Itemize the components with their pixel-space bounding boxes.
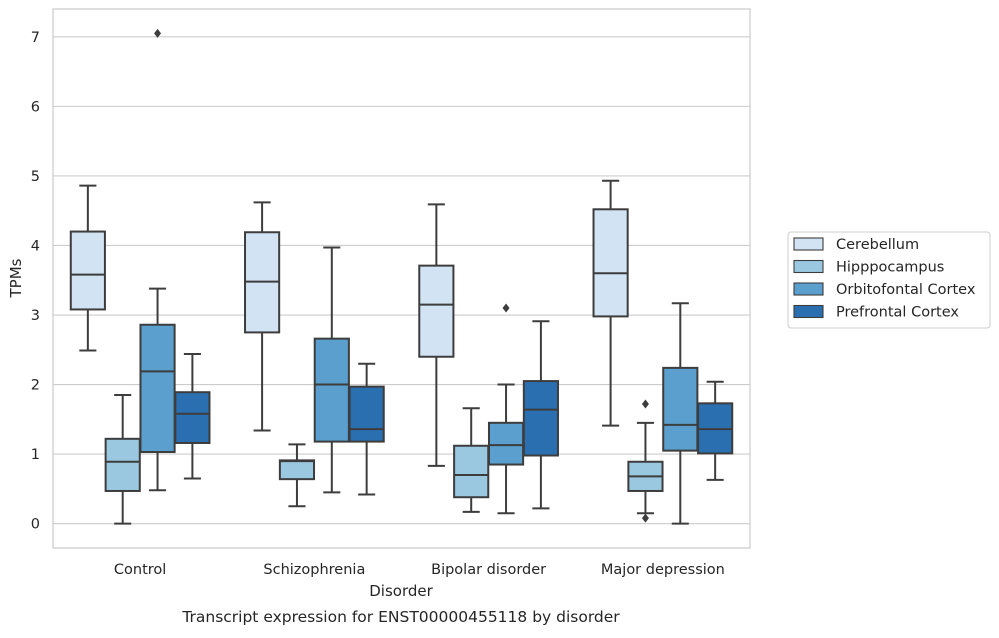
box-1-3 bbox=[139, 28, 176, 492]
box-iqr bbox=[522, 380, 559, 457]
y-axis-label: TPMs bbox=[7, 258, 25, 298]
legend: Cerebellum Hipppocampus Orbitofontal Corte… bbox=[787, 231, 991, 329]
legend-frame bbox=[787, 231, 991, 329]
box-iqr bbox=[662, 366, 699, 452]
box-iqr bbox=[592, 208, 629, 318]
box-2-2 bbox=[278, 443, 316, 508]
legend-swatch bbox=[793, 282, 824, 296]
box-iqr bbox=[453, 444, 490, 499]
y-tick-label: 2 bbox=[31, 378, 40, 394]
box-iqr bbox=[69, 230, 106, 311]
plot-area bbox=[53, 9, 750, 548]
box-4-1 bbox=[592, 179, 629, 427]
legend-label: Cerebellum bbox=[836, 237, 919, 253]
y-tick-label: 7 bbox=[31, 30, 40, 46]
outlier-point bbox=[154, 28, 162, 38]
legend-label: Prefrontal Cortex bbox=[836, 305, 959, 321]
y-tick-label: 0 bbox=[31, 517, 40, 533]
legend-swatch bbox=[793, 237, 824, 251]
box-3-1 bbox=[418, 203, 455, 467]
x-tick-labels: Control Schizophrenia Bipolar disorder Majo… bbox=[114, 562, 725, 578]
box-iqr bbox=[348, 385, 385, 443]
box-iqr bbox=[278, 459, 316, 481]
legend-swatch bbox=[793, 304, 824, 319]
box-1-4 bbox=[174, 352, 211, 480]
box-iqr bbox=[313, 337, 350, 443]
box-3-2 bbox=[453, 407, 490, 513]
boxes bbox=[69, 28, 734, 525]
y-tick-label: 3 bbox=[31, 308, 40, 324]
legend-label: Hipppocampus bbox=[836, 260, 944, 276]
box-1-2 bbox=[104, 393, 141, 525]
y-tick-label: 1 bbox=[31, 447, 40, 463]
box-4-2 bbox=[627, 399, 664, 523]
x-axis-label: Disorder bbox=[369, 582, 433, 600]
box-3-4 bbox=[522, 320, 559, 510]
box-2-4 bbox=[348, 362, 385, 496]
plot-frame bbox=[52, 8, 751, 549]
x-tick-label: Schizophrenia bbox=[263, 562, 365, 578]
outlier-point bbox=[502, 303, 510, 313]
box-4-4 bbox=[697, 380, 734, 481]
box-iqr bbox=[104, 437, 141, 492]
box-iqr bbox=[139, 323, 176, 454]
legend-label: Orbitofontal Cortex bbox=[836, 282, 976, 298]
x-tick-label: Bipolar disorder bbox=[431, 562, 546, 578]
x-tick-label: Major depression bbox=[601, 562, 725, 578]
box-1-1 bbox=[69, 184, 106, 352]
box-iqr bbox=[174, 391, 211, 444]
y-tick-labels: 0 1 2 3 4 5 6 7 bbox=[31, 30, 40, 533]
legend-swatch bbox=[793, 259, 824, 274]
box-2-1 bbox=[244, 201, 281, 432]
box-4-3 bbox=[662, 302, 699, 525]
outlier-point bbox=[641, 399, 649, 409]
box-iqr bbox=[418, 264, 455, 358]
box-2-3 bbox=[313, 246, 350, 494]
y-tick-label: 4 bbox=[31, 238, 40, 254]
y-tick-label: 5 bbox=[31, 169, 40, 185]
box-iqr bbox=[487, 421, 525, 466]
y-tick-label: 6 bbox=[31, 99, 40, 115]
outlier-point bbox=[641, 513, 649, 523]
chart-caption: Transcript expression for ENST0000045511… bbox=[181, 608, 620, 626]
x-tick-label: Control bbox=[114, 562, 166, 578]
